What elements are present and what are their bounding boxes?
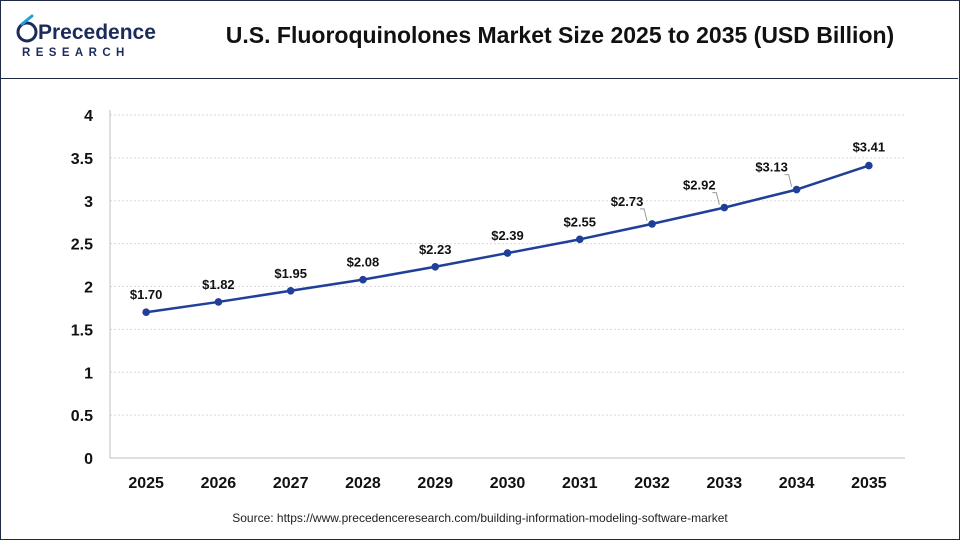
header: Precedence RESEARCH U.S. Fluoroquinolone… <box>0 0 958 79</box>
label-leader-line <box>784 174 793 187</box>
x-tick-label: 2025 <box>128 475 164 492</box>
data-label: $2.23 <box>419 242 452 257</box>
y-tick-label: 2 <box>84 280 93 297</box>
data-point <box>286 286 295 295</box>
data-label: $2.73 <box>611 194 644 209</box>
x-tick-label: 2031 <box>562 475 598 492</box>
x-tick-label: 2032 <box>634 475 670 492</box>
y-tick-label: 0 <box>84 451 93 468</box>
y-tick-label: 0.5 <box>71 408 93 425</box>
data-point <box>431 262 440 271</box>
data-point <box>214 298 223 306</box>
x-tick-label: 2028 <box>345 475 381 492</box>
label-leader-line <box>712 192 720 205</box>
data-point <box>720 203 729 212</box>
chart-title: U.S. Fluoroquinolones Market Size 2025 t… <box>225 22 895 48</box>
data-point <box>503 249 512 257</box>
data-point <box>865 161 873 170</box>
data-point <box>359 275 367 284</box>
data-label: $1.70 <box>130 287 163 302</box>
label-leader-line <box>640 208 648 222</box>
data-label: $1.95 <box>274 266 307 281</box>
data-label: $3.41 <box>853 140 886 155</box>
data-point <box>142 308 150 317</box>
source-note: Source: https://www.precedenceresearch.c… <box>232 511 728 525</box>
data-label: $2.08 <box>347 255 380 270</box>
line-chart: 0 0.5 1 1.5 2 2.5 3 3.5 4 2025 2026 2027 2028 2029 203… <box>71 108 905 492</box>
data-label: $2.39 <box>491 228 524 243</box>
data-point <box>792 185 801 194</box>
x-tick-label: 2026 <box>201 475 237 492</box>
precedence-research-logo: Precedence RESEARCH <box>16 14 156 59</box>
data-label: $1.82 <box>202 277 235 292</box>
x-tick-label: 2030 <box>490 475 526 492</box>
x-tick-label: 2029 <box>417 475 453 492</box>
y-tick-label: 3.5 <box>71 151 93 168</box>
x-tick-label: 2035 <box>851 475 887 492</box>
x-tick-label: 2027 <box>273 475 309 492</box>
logo-name: Precedence <box>38 21 156 44</box>
y-tick-label: 3 <box>84 194 93 211</box>
data-label: $2.55 <box>563 214 596 229</box>
y-tick-label: 1 <box>84 365 93 382</box>
y-tick-label: 1.5 <box>71 322 93 339</box>
data-label: $3.13 <box>755 160 788 175</box>
x-tick-label: 2034 <box>779 475 815 492</box>
y-tick-label: 4 <box>84 108 93 125</box>
data-label: $2.92 <box>683 178 716 193</box>
x-tick-label: 2033 <box>707 475 743 492</box>
data-point <box>648 220 656 228</box>
y-tick-label: 2.5 <box>71 237 93 254</box>
data-point <box>575 235 584 244</box>
logo-tagline: RESEARCH <box>22 47 130 59</box>
